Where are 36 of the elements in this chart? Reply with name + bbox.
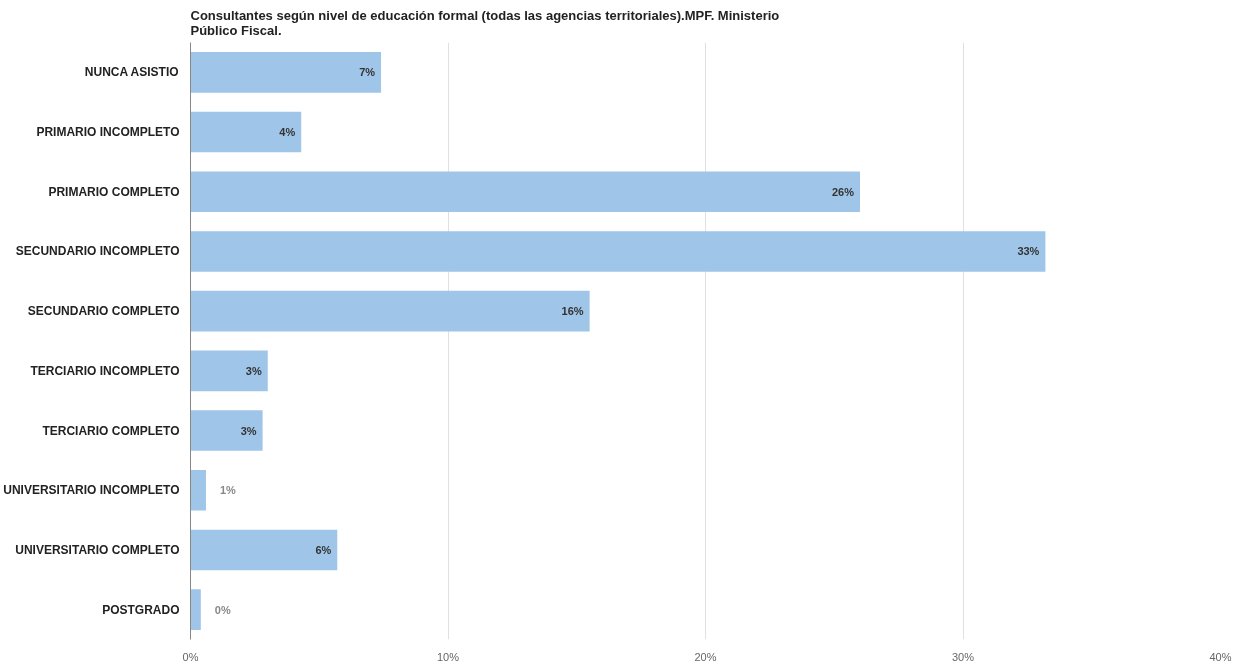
bar	[190, 231, 1046, 272]
y-tick-label: SECUNDARIO COMPLETO	[27, 304, 180, 319]
bar	[190, 111, 302, 153]
y-tick-label: PRIMARIO COMPLETO	[48, 184, 180, 199]
bar	[190, 469, 206, 511]
bar	[190, 290, 590, 332]
y-tick-label: UNIVERSITARIO COMPLETO	[15, 542, 180, 557]
y-tick-label: POSTGRADO	[102, 602, 180, 617]
bar	[190, 589, 201, 630]
y-tick-label: TERCIARIO COMPLETO	[42, 423, 180, 438]
data-label: 33%	[1017, 245, 1040, 258]
bar	[190, 52, 382, 93]
y-tick-label: SECUNDARIO INCOMPLETO	[15, 244, 180, 259]
x-tick-label: 40%	[1209, 650, 1232, 663]
data-label: 3%	[240, 424, 257, 437]
data-label: 16%	[561, 305, 584, 318]
x-tick-label: 30%	[951, 650, 975, 663]
data-label: 4%	[279, 126, 296, 139]
data-label: 6%	[315, 543, 332, 556]
bar	[190, 350, 268, 392]
data-label: 26%	[831, 185, 855, 198]
data-label: 1%	[219, 484, 237, 497]
data-label: 0%	[214, 603, 231, 616]
y-tick-label: UNIVERSITARIO INCOMPLETO	[3, 483, 180, 498]
bar	[190, 529, 338, 571]
y-tick-label: TERCIARIO INCOMPLETO	[30, 363, 180, 378]
x-tick-label: 20%	[694, 650, 717, 663]
bar	[190, 410, 263, 451]
data-label: 7%	[359, 66, 376, 79]
y-tick-label: PRIMARIO INCOMPLETO	[36, 125, 180, 140]
x-tick-label: 10%	[436, 650, 460, 663]
chart-title: Consultantes según nivel de educación formal (todas las agencias territoriales).MPF. Ministerio Público Fiscal.	[190, 7, 780, 38]
data-label: 3%	[245, 364, 262, 377]
bar	[190, 171, 860, 213]
y-tick-label: NUNCA ASISTIO	[84, 65, 179, 80]
x-tick-label: 0%	[182, 650, 199, 663]
